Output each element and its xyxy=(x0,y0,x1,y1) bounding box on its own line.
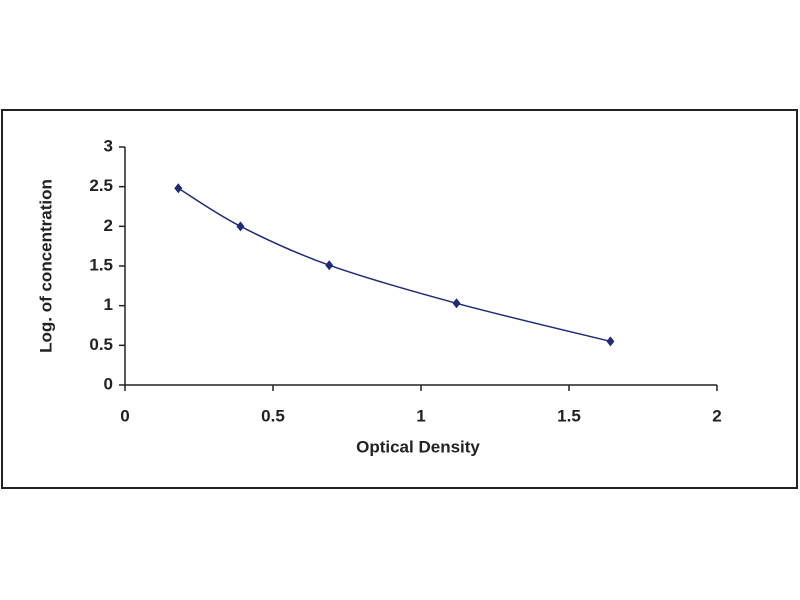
y-tick-label: 2 xyxy=(104,216,113,235)
data-point xyxy=(325,260,334,271)
data-point xyxy=(452,298,461,309)
x-tick-label: 2 xyxy=(712,406,721,425)
y-tick-label: 0 xyxy=(104,374,113,393)
y-tick-label: 3 xyxy=(104,136,113,155)
y-axis-label: Log. of concentration xyxy=(36,179,55,353)
data-point xyxy=(174,183,183,194)
data-point xyxy=(236,221,245,232)
x-tick-label: 0 xyxy=(120,406,129,425)
y-tick-label: 1 xyxy=(104,295,113,314)
x-tick-label: 1.5 xyxy=(557,406,581,425)
x-tick-label: 1 xyxy=(416,406,425,425)
y-tick-label: 1.5 xyxy=(89,255,113,274)
y-tick-label: 2.5 xyxy=(89,176,113,195)
x-axis-label: Optical Density xyxy=(356,437,480,456)
data-point xyxy=(606,336,615,347)
x-tick-label: 0.5 xyxy=(261,406,285,425)
chart-frame xyxy=(1,109,798,489)
y-tick-label: 0.5 xyxy=(89,335,113,354)
fit-curve xyxy=(177,187,611,343)
